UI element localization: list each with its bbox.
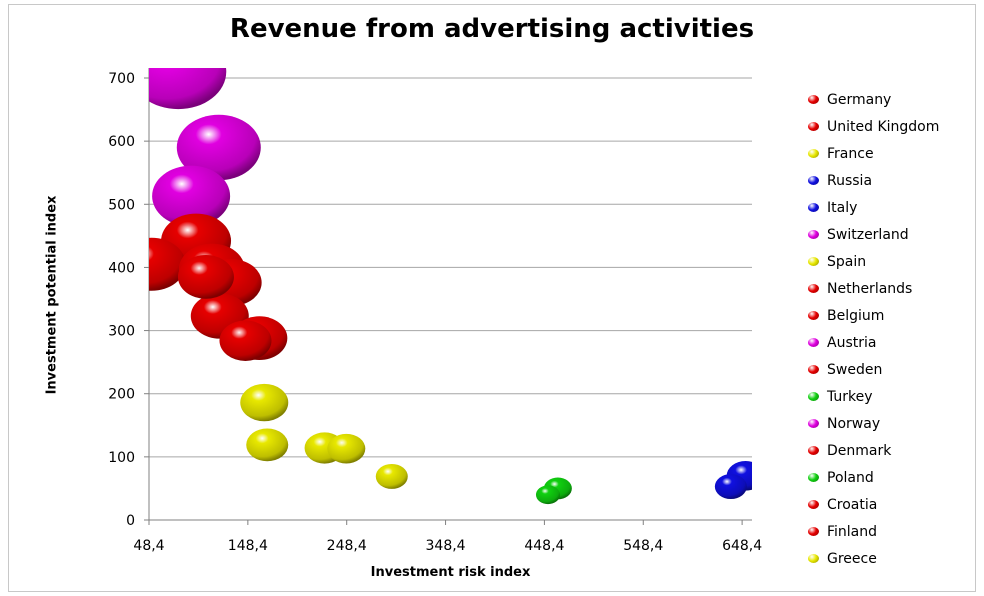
y-tick-label: 400 [108,260,135,276]
legend-swatch [808,176,819,185]
legend-label: Finland [827,523,878,540]
bubble-italy[interactable] [714,474,747,500]
legend-label: Switzerland [827,226,909,243]
x-tick-label: 548,4 [623,538,663,554]
legend-item: Norway [808,410,978,437]
legend-item: Finland [808,518,978,545]
legend-label: Sweden [827,361,883,378]
legend-item: Greece [808,545,978,572]
y-tick-label: 100 [108,450,135,466]
legend-label: Denmark [827,442,892,459]
x-tick-label: 148,4 [228,538,268,554]
legend-item: Germany [808,86,978,113]
legend-label: Germany [827,91,892,108]
legend-item: Poland [808,464,978,491]
legend-swatch [808,473,819,482]
legend-item: Italy [808,194,978,221]
legend-swatch [808,122,819,131]
bubble-france[interactable] [240,383,289,422]
legend-label: Poland [827,469,874,486]
legend-item: Denmark [808,437,978,464]
y-tick-label: 600 [108,134,135,150]
legend-swatch [808,365,819,374]
legend-swatch [808,149,819,158]
legend-label: Norway [827,415,881,432]
bubbles [118,34,752,505]
bubble-finland[interactable] [177,255,234,299]
legend-item: Belgium [808,302,978,329]
legend-swatch [808,311,819,320]
y-tick-label: 700 [108,71,135,87]
legend-item: Croatia [808,491,978,518]
bubble-switzerland[interactable] [176,114,261,181]
bubble-united-kingdom[interactable] [118,237,186,291]
x-tick-label: 648,4 [722,538,762,554]
x-tick-label: 348,4 [426,538,466,554]
bubble-spain[interactable] [246,428,289,462]
legend-swatch [808,95,819,104]
legend-label: Belgium [827,307,885,324]
bubble-norway[interactable] [130,34,227,110]
bubble-croatia[interactable] [219,320,272,361]
legend-label: France [827,145,874,162]
legend-label: Austria [827,334,877,351]
legend-swatch [808,392,819,401]
tick-labels: 0 100 200 300 400 500 600 700 48,4 148,4 248,4 348,… [108,71,762,554]
legend-item: United Kingdom [808,113,978,140]
legend-swatch [808,419,819,428]
y-tick-label: 0 [126,513,135,529]
legend-swatch [808,257,819,266]
bubble-greece[interactable] [327,433,366,464]
legend: Germany United Kingdom France Russia Italy Sw… [808,86,978,572]
legend-label: Russia [827,172,873,189]
y-tick-label: 300 [108,324,135,340]
legend-label: Spain [827,253,867,270]
y-tick-label: 200 [108,387,135,403]
legend-swatch [808,203,819,212]
legend-swatch [808,527,819,536]
legend-label: Italy [827,199,858,216]
legend-label: Greece [827,550,877,567]
legend-label: United Kingdom [827,118,940,135]
legend-item: Russia [808,167,978,194]
x-tick-label: 48,4 [133,538,164,554]
legend-item: Austria [808,329,978,356]
y-tick-label: 500 [108,197,135,213]
legend-swatch [808,338,819,347]
legend-swatch [808,500,819,509]
legend-item: Sweden [808,356,978,383]
bubble-austria[interactable] [152,165,231,227]
chart-title: Revenue from advertising activities [229,14,755,44]
legend-swatch [808,284,819,293]
legend-item: Netherlands [808,275,978,302]
axes [144,68,752,525]
legend-item: France [808,140,978,167]
x-axis-label: Investment risk index [370,565,531,580]
x-tick-label: 248,4 [327,538,367,554]
legend-label: Netherlands [827,280,913,297]
legend-item: Turkey [808,383,978,410]
legend-label: Turkey [827,388,873,405]
legend-item: Spain [808,248,978,275]
legend-label: Croatia [827,496,878,513]
legend-swatch [808,554,819,563]
legend-item: Switzerland [808,221,978,248]
x-tick-label: 448,4 [524,538,564,554]
y-axis-label: Investment potential index [44,195,60,395]
bubble-poland[interactable] [535,485,560,505]
legend-swatch [808,230,819,239]
bubble-greece[interactable] [375,463,408,489]
legend-swatch [808,446,819,455]
